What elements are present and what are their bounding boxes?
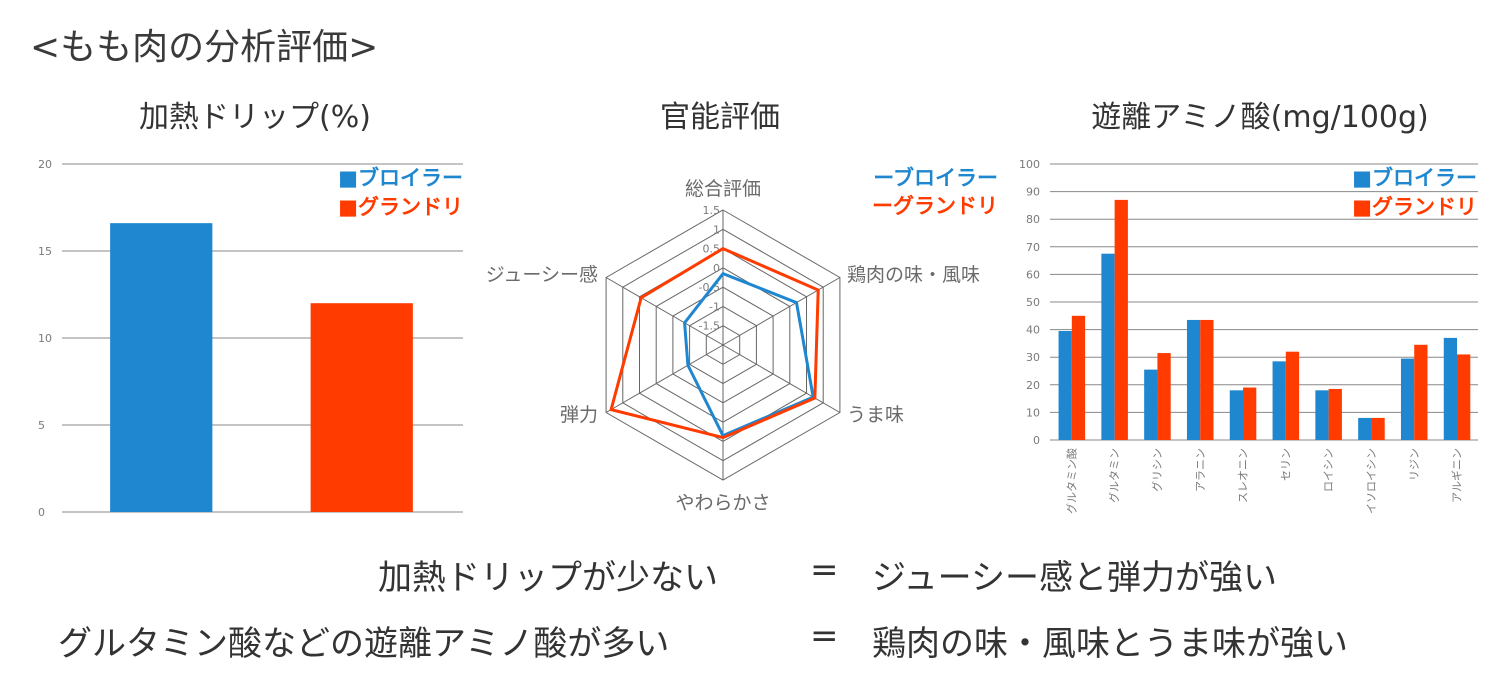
- radar-spoke: [605, 277, 724, 346]
- y-tick-label: 80: [1026, 213, 1040, 226]
- y-tick-label: 70: [1026, 241, 1040, 254]
- bar-broiler: [1229, 390, 1244, 440]
- legend-item: ■ブロイラー: [1352, 166, 1477, 190]
- conclusion-line-2-right: 鶏肉の味・風味とうま味が強い: [872, 624, 1348, 664]
- bar-broiler: [110, 223, 213, 512]
- bar-grandori: [1243, 387, 1257, 440]
- y-tick-label: 0: [1033, 434, 1040, 447]
- conclusion-line-2-left: グルタミン酸などの遊離アミノ酸が多い: [58, 624, 670, 664]
- x-tick-label: ロイシン: [1322, 448, 1335, 492]
- x-tick-label: イソロイシン: [1365, 448, 1378, 514]
- y-tick-label: 0: [38, 506, 45, 519]
- page-heading: <もも肉の分析評価>: [30, 27, 379, 68]
- radar-spoke: [722, 344, 841, 413]
- bar-broiler: [1144, 369, 1158, 440]
- y-tick-label: 50: [1026, 296, 1040, 309]
- bar-broiler: [1272, 361, 1286, 440]
- y-tick-label: 15: [38, 245, 52, 258]
- conclusion-line-2-equals: =: [810, 616, 839, 656]
- x-tick-label: グルタミン: [1107, 448, 1121, 503]
- bar-grandori: [1157, 353, 1171, 440]
- y-tick-label: 30: [1026, 351, 1040, 364]
- y-tick-label: 40: [1026, 324, 1040, 337]
- bar-grandori: [1328, 388, 1342, 440]
- bar-grandori: [1285, 351, 1300, 440]
- radar-tick-label: -1.5: [699, 320, 720, 333]
- y-tick-label: 10: [38, 332, 52, 345]
- radar-axis-label: 鶏肉の味・風味: [847, 264, 980, 286]
- bar-broiler: [1186, 319, 1201, 440]
- y-tick-label: 10: [1026, 406, 1040, 419]
- y-tick-label: 90: [1026, 186, 1040, 199]
- radar-axis-label: ジューシー感: [486, 264, 598, 286]
- conclusion-line-1-left: 加熱ドリップが少ない: [378, 558, 718, 598]
- radar-tick-label: 0: [713, 262, 720, 275]
- bar-grandori: [1457, 354, 1471, 440]
- x-tick-label: グリシン: [1150, 448, 1164, 492]
- radar-axis-label: うま味: [847, 404, 904, 426]
- x-tick-label: リジン: [1408, 448, 1421, 481]
- radar-series-grandori: [609, 246, 820, 440]
- radar-tick-label: 1: [713, 223, 720, 236]
- radar-tick-label: 1.5: [703, 204, 721, 217]
- radar-axis-label: 弾力: [560, 404, 598, 426]
- bar-broiler: [1101, 253, 1115, 440]
- legend-item: ■グランドリ: [1352, 195, 1477, 219]
- bar-grandori: [1371, 417, 1385, 440]
- y-tick-label: 100: [1019, 158, 1040, 171]
- radar-tick-label: -1: [709, 300, 720, 313]
- bar-broiler: [1358, 417, 1372, 440]
- conclusion-line-1-right: ジューシー感と弾力が強い: [872, 558, 1277, 598]
- bar-broiler: [1443, 337, 1458, 440]
- radar-spoke: [605, 344, 724, 413]
- x-tick-label: グルタミン酸: [1064, 448, 1078, 514]
- bar-grandori: [1200, 319, 1214, 440]
- x-tick-label: アルギニン: [1451, 448, 1464, 503]
- bar-broiler: [1058, 330, 1072, 440]
- sensory-chart-title: 官能評価: [660, 100, 780, 135]
- bar-broiler: [1400, 358, 1415, 440]
- bar-grandori: [1414, 344, 1428, 440]
- legend-item: ーグランドリ: [872, 194, 998, 218]
- bar-grandori: [1114, 199, 1128, 440]
- bar-broiler: [1315, 390, 1329, 440]
- radar-axis-label: 総合評価: [685, 178, 761, 200]
- drip-chart-title: 加熱ドリップ(%): [139, 100, 371, 135]
- amino-chart-title: 遊離アミノ酸(mg/100g): [1091, 100, 1429, 135]
- bar-grandori: [310, 303, 413, 512]
- legend-item: ■グランドリ: [338, 195, 463, 219]
- y-tick-label: 20: [38, 158, 52, 171]
- radar-axis-label: やわらかさ: [675, 492, 770, 514]
- radar-series-broiler: [683, 271, 815, 438]
- x-tick-label: アラニン: [1194, 448, 1207, 492]
- radar-spoke: [722, 277, 841, 346]
- y-tick-label: 20: [1026, 379, 1040, 392]
- x-tick-label: セリン: [1279, 448, 1292, 481]
- x-tick-label: スレオニン: [1237, 448, 1250, 503]
- y-tick-label: 5: [38, 419, 45, 432]
- legend-item: ■ブロイラー: [338, 166, 463, 190]
- legend-item: ーブロイラー: [873, 166, 998, 190]
- conclusion-line-1-equals: =: [810, 550, 839, 590]
- y-tick-label: 60: [1026, 268, 1040, 281]
- bar-grandori: [1071, 315, 1086, 440]
